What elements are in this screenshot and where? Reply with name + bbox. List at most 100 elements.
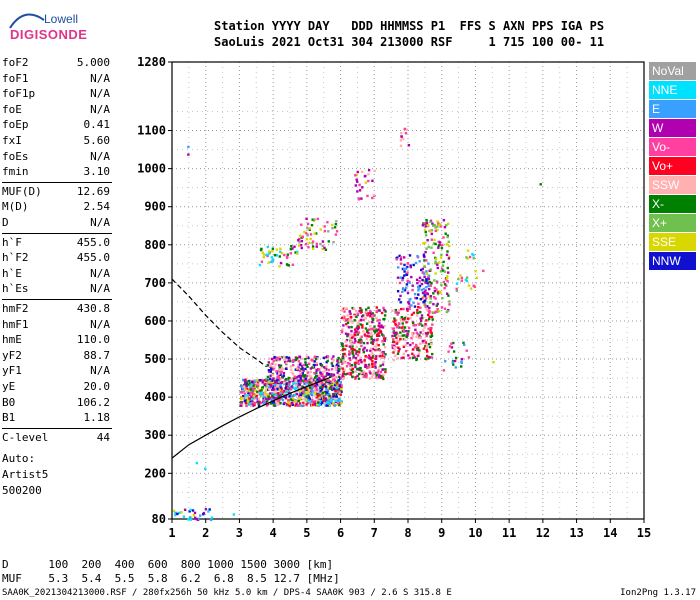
echo-point — [252, 384, 255, 387]
echo-point — [378, 376, 381, 379]
echo-point — [337, 364, 340, 367]
echo-point — [396, 276, 400, 279]
echo-point — [332, 355, 335, 358]
echo-point — [463, 343, 466, 346]
echo-point — [409, 297, 412, 301]
echo-point — [336, 391, 340, 395]
x-tick-label: 14 — [603, 526, 617, 540]
echo-point — [330, 400, 333, 403]
echo-point — [401, 276, 405, 280]
echo-point — [430, 246, 433, 249]
echo-point — [353, 341, 356, 345]
echo-point — [317, 381, 321, 385]
echo-point — [441, 264, 445, 267]
echo-point — [425, 307, 428, 310]
echo-point — [365, 334, 368, 338]
echo-point — [298, 393, 301, 396]
echo-point — [401, 137, 405, 141]
echo-point — [381, 356, 385, 359]
echo-point — [375, 342, 378, 346]
param-row: h`F2 455.0 — [2, 251, 110, 267]
echo-point — [182, 515, 186, 518]
echo-point — [402, 287, 405, 291]
echo-point — [400, 132, 403, 135]
echo-point — [313, 218, 316, 221]
echo-point — [271, 380, 274, 384]
echo-point — [407, 317, 410, 320]
echo-point — [399, 317, 402, 321]
echo-point — [327, 230, 330, 233]
param-value: 0.41 — [83, 118, 111, 132]
echo-point — [340, 401, 343, 405]
echo-point — [302, 363, 306, 367]
param-name: hmF1 — [2, 317, 29, 331]
echo-point — [406, 279, 409, 283]
autoscaling-line1: Auto: — [2, 452, 36, 466]
echo-point — [400, 338, 404, 341]
echo-point — [422, 332, 425, 336]
echo-point — [423, 340, 426, 344]
echo-point — [423, 228, 427, 232]
echo-point — [327, 368, 331, 372]
echo-point — [427, 262, 430, 265]
echo-point — [378, 328, 381, 331]
echo-point — [334, 399, 338, 403]
echo-point — [400, 307, 403, 311]
echo-point — [371, 363, 374, 366]
echo-point — [305, 243, 308, 246]
echo-point — [443, 287, 446, 290]
echo-point — [363, 371, 366, 375]
echo-point — [289, 248, 292, 251]
echo-point — [460, 276, 464, 280]
echo-point — [424, 281, 427, 284]
echo-point — [433, 296, 436, 299]
echo-point — [412, 263, 415, 267]
echo-point — [283, 390, 287, 394]
echo-point — [294, 251, 297, 254]
echo-point — [324, 366, 327, 369]
echo-point — [380, 324, 383, 327]
echo-point — [304, 382, 308, 385]
echo-point — [288, 385, 292, 388]
echo-point — [311, 241, 314, 245]
echo-point — [394, 322, 397, 325]
echo-point — [288, 359, 291, 363]
echo-point — [325, 361, 328, 364]
header-values: SaoLuis 2021 Oct31 304 213000 RSF 1 715 … — [214, 35, 605, 49]
param-value: 430.8 — [76, 302, 110, 315]
echo-point — [345, 365, 349, 368]
echo-point — [442, 219, 446, 222]
echo-point — [339, 366, 342, 369]
echo-point — [281, 393, 284, 396]
echo-point — [362, 318, 365, 322]
echo-point — [315, 391, 319, 395]
echo-point — [353, 337, 357, 341]
legend-entry: X+ — [649, 214, 696, 232]
echo-point — [371, 320, 374, 324]
echo-point — [330, 373, 333, 376]
echo-point — [455, 287, 458, 291]
echo-point — [172, 509, 176, 513]
echo-point — [300, 404, 304, 408]
echo-point — [423, 326, 426, 329]
echo-point — [377, 344, 380, 347]
echo-point — [405, 321, 408, 324]
echo-point — [351, 365, 354, 369]
echo-point — [260, 391, 264, 394]
echo-point — [354, 330, 357, 334]
echo-point — [436, 263, 439, 266]
echo-point — [395, 341, 398, 345]
echo-point — [308, 378, 312, 381]
echo-point — [281, 390, 284, 394]
echo-point — [245, 382, 248, 386]
echo-point — [425, 319, 428, 322]
echo-point — [334, 233, 338, 236]
echo-point — [323, 246, 326, 250]
echo-point — [378, 355, 381, 358]
echo-point — [283, 355, 286, 358]
echo-point — [360, 361, 363, 364]
echo-point — [371, 340, 375, 344]
echo-point — [313, 355, 317, 358]
echo-point — [320, 388, 324, 391]
echo-point — [252, 395, 255, 398]
